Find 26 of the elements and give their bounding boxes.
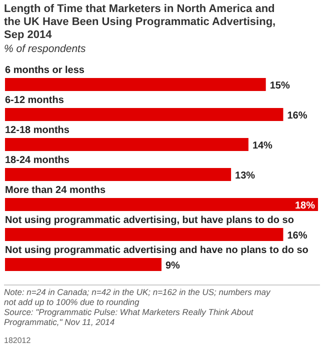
text: Note: n=24 in Canada; n=42 in the UK; n=162 in the US; numbers may not add up to 100% due to rounding bbox=[4, 287, 272, 307]
bar bbox=[5, 228, 284, 241]
text: 182012 bbox=[4, 336, 32, 345]
data-label: 18% bbox=[294, 200, 316, 212]
data-label: 14% bbox=[252, 140, 273, 152]
source-note: Source: "Programmatic Pulse: What Marketers Really Think About Programmatic," Nov 11, 2014 bbox=[4, 307, 254, 327]
y-tick-label: 12-18 months bbox=[5, 125, 70, 136]
y-tick-label: Not using programmatic advertising, but have plans to do so bbox=[5, 215, 294, 226]
bar bbox=[5, 78, 266, 91]
data-label: 16% bbox=[287, 230, 308, 242]
y-tick-label: 6 months or less bbox=[5, 65, 85, 76]
y-tick-label: 18-24 months bbox=[5, 155, 70, 166]
bar bbox=[5, 258, 162, 271]
data-label: 15% bbox=[270, 80, 290, 92]
data-label: 13% bbox=[235, 170, 256, 182]
chart-title: Length of Time that Marketers in North America and the UK Have Been Using Programmatic Advertising, Sep 2014 bbox=[4, 3, 276, 41]
bar bbox=[5, 138, 248, 151]
bar bbox=[5, 198, 318, 211]
data-label: 9% bbox=[166, 260, 180, 272]
bar bbox=[5, 108, 284, 121]
bar bbox=[5, 168, 232, 181]
data-label: 16% bbox=[287, 110, 308, 122]
chart-subtitle: % of respondents bbox=[4, 43, 86, 55]
y-tick-label: More than 24 months bbox=[5, 185, 106, 196]
y-tick-label: 6-12 months bbox=[5, 95, 64, 106]
y-tick-label: Not using programmatic advertising and have no plans to do so bbox=[5, 245, 308, 256]
